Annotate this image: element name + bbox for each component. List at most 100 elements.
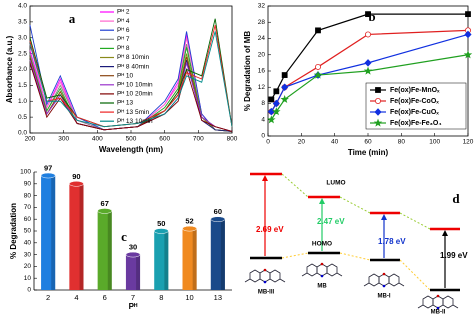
marker bbox=[365, 11, 371, 18]
y-tick-label: 0 bbox=[261, 133, 265, 140]
bar bbox=[41, 175, 56, 290]
x-tick-label: 800 bbox=[227, 136, 238, 143]
x-axis-label: Time (min) bbox=[348, 148, 389, 157]
molecule-label: MB bbox=[317, 284, 327, 290]
x-tick-label: 80 bbox=[398, 139, 406, 146]
bar-shade bbox=[192, 228, 197, 290]
marker bbox=[465, 11, 471, 18]
x-tick-label: 4 bbox=[74, 293, 78, 302]
y-tick-label: 2.0 bbox=[18, 66, 27, 73]
bar-top bbox=[182, 225, 197, 232]
y-axis-label: % Degradation of MB bbox=[243, 31, 252, 112]
marker bbox=[272, 107, 281, 116]
legend-box bbox=[365, 82, 467, 130]
y-tick-label: 16 bbox=[258, 68, 266, 75]
x-tick-label: 200 bbox=[25, 136, 36, 143]
y-tick-label: 10 bbox=[24, 275, 32, 282]
y-tick-label: 8 bbox=[261, 100, 265, 107]
marker bbox=[364, 59, 372, 67]
bar-shade bbox=[107, 210, 112, 290]
x-tick-label: 100 bbox=[429, 139, 440, 146]
marker bbox=[313, 70, 323, 79]
legend-label: Pᴴ 8 40min bbox=[117, 63, 149, 70]
x-axis-label: Wavelength (nm) bbox=[99, 145, 163, 154]
bar-shade bbox=[164, 231, 169, 290]
bar-top bbox=[97, 208, 113, 214]
marker bbox=[463, 50, 473, 59]
x-tick-label: 40 bbox=[331, 139, 339, 146]
arrow-head bbox=[442, 230, 448, 236]
y-tick-label: 0.0 bbox=[18, 130, 27, 137]
legend-label: Fe(ox)Fe-CuOₓ bbox=[390, 109, 439, 116]
x-tick-label: 700 bbox=[193, 136, 204, 143]
marker bbox=[280, 95, 289, 104]
bar bbox=[154, 231, 169, 290]
x-tick-label: 6 bbox=[103, 293, 107, 302]
legend-marker bbox=[375, 87, 381, 93]
y-tick-label: 70 bbox=[24, 204, 32, 211]
series-line bbox=[29, 24, 233, 128]
x-tick-label: 300 bbox=[58, 136, 69, 143]
legend-marker bbox=[373, 118, 383, 127]
homo-label: HOMO bbox=[312, 241, 332, 248]
legend-label: Pᴴ 13 5min bbox=[117, 109, 149, 116]
legend-label: Pᴴ 10 20min bbox=[117, 91, 153, 98]
y-tick-label: 0 bbox=[27, 287, 31, 294]
molecule bbox=[417, 294, 459, 310]
bar-top bbox=[69, 181, 84, 187]
series-line bbox=[29, 24, 233, 132]
y-tick-label: 4.0 bbox=[18, 3, 27, 10]
connector bbox=[281, 252, 431, 291]
arrow-head bbox=[319, 198, 325, 204]
y-tick-label: 32 bbox=[258, 3, 266, 10]
y-tick-label: 2.5 bbox=[18, 50, 27, 57]
y-axis-label: % Degradation bbox=[9, 203, 18, 259]
lumo-label: LUMO bbox=[326, 180, 345, 187]
x-tick-label: 10 bbox=[185, 293, 193, 302]
energy-label: 2.69 eV bbox=[256, 225, 284, 234]
y-tick-label: 24 bbox=[258, 35, 266, 42]
bar-shade bbox=[79, 183, 84, 290]
value-label: 67 bbox=[101, 199, 109, 208]
x-axis-label: Pᴴ bbox=[129, 302, 138, 311]
bar bbox=[97, 210, 112, 290]
y-axis-label: Absorbance (a.u.) bbox=[5, 35, 14, 103]
value-label: 50 bbox=[157, 219, 165, 228]
y-tick-label: 60 bbox=[24, 216, 32, 223]
marker bbox=[281, 72, 288, 78]
legend-label: Pᴴ 10 10min bbox=[117, 82, 153, 89]
bar-shade bbox=[220, 219, 225, 290]
legend-label: Pᴴ 13 bbox=[117, 100, 134, 107]
connector bbox=[281, 173, 431, 230]
marker bbox=[315, 27, 321, 34]
y-tick-label: 40 bbox=[24, 240, 32, 247]
x-tick-label: 400 bbox=[92, 136, 103, 143]
legend-label: Fe(ox)Fe-Fe₃O₄ bbox=[390, 120, 442, 127]
marker bbox=[281, 83, 289, 92]
value-label: 30 bbox=[129, 243, 137, 252]
legend-label: Fe(ox)Fe-MnOₓ bbox=[390, 87, 440, 94]
y-tick-label: 4 bbox=[261, 116, 265, 123]
series-line bbox=[29, 31, 233, 128]
energy-label: 1.99 eV bbox=[440, 251, 468, 260]
x-tick-label: 8 bbox=[159, 293, 163, 302]
bar bbox=[210, 219, 225, 290]
bar bbox=[69, 183, 84, 290]
marker bbox=[267, 115, 276, 124]
molecule bbox=[363, 272, 405, 288]
panel-label: c bbox=[121, 229, 127, 244]
panel-label: b bbox=[368, 9, 375, 24]
x-tick-label: 2 bbox=[46, 293, 50, 302]
marker bbox=[364, 31, 371, 38]
energy-label: 2.47 eV bbox=[317, 217, 345, 226]
bar bbox=[125, 254, 141, 290]
molecule-label: MB-I bbox=[378, 294, 391, 300]
legend-label: Pᴴ 6 bbox=[117, 27, 130, 34]
y-tick-label: 1.0 bbox=[18, 98, 27, 105]
marker bbox=[464, 30, 472, 39]
legend-label: Pᴴ 2 bbox=[117, 9, 130, 16]
bar-shade bbox=[51, 175, 56, 290]
bar bbox=[182, 228, 197, 290]
legend-label: Pᴴ 8 bbox=[117, 45, 130, 52]
